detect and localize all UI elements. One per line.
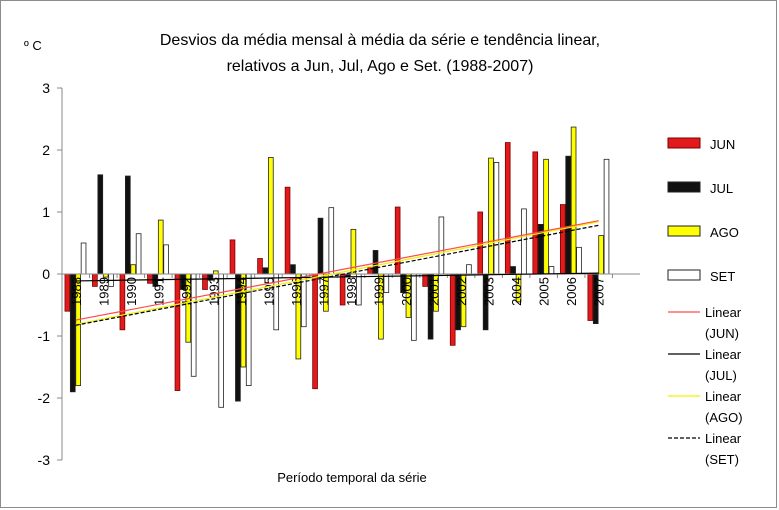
- bar: [97, 174, 104, 275]
- x-tick-label: 1991: [151, 277, 166, 306]
- y-tick-label: 0: [42, 266, 50, 282]
- x-tick-label: 2007: [592, 277, 607, 306]
- bar: [532, 151, 539, 275]
- bar: [229, 239, 236, 275]
- bar: [510, 266, 516, 275]
- x-tick-label: 2004: [509, 277, 524, 306]
- bar: [125, 175, 131, 275]
- bar: [290, 264, 296, 275]
- x-tick-label: 2002: [454, 277, 469, 306]
- legend-swatch: [667, 225, 701, 237]
- chart-title: Desvios da média mensal à média da série…: [160, 32, 600, 49]
- x-tick-label: 2005: [537, 277, 552, 306]
- x-tick-label: 1993: [206, 277, 221, 306]
- trend-line: [75, 221, 599, 325]
- y-tick-label: -3: [38, 452, 51, 468]
- x-tick-label: 1997: [316, 277, 331, 306]
- bar: [543, 158, 549, 275]
- bar: [262, 267, 269, 275]
- x-tick-label: 1999: [372, 277, 387, 306]
- x-tick-label: 1995: [261, 277, 276, 306]
- bar: [135, 233, 142, 275]
- bar: [488, 157, 494, 275]
- bar: [157, 219, 164, 275]
- x-tick-label: 1990: [124, 277, 139, 306]
- bar: [559, 204, 566, 275]
- bar: [284, 186, 291, 275]
- y-unit: º C: [24, 38, 42, 53]
- bar: [493, 161, 500, 275]
- legend-label: Linear (AGO): [705, 389, 743, 425]
- legend-swatch: [667, 137, 701, 149]
- x-tick-label: 2003: [482, 277, 497, 306]
- bar: [466, 264, 472, 275]
- y-tick-label: 3: [42, 80, 50, 96]
- bar: [328, 207, 335, 275]
- x-tick-label: 1998: [344, 277, 359, 306]
- bar: [317, 217, 324, 275]
- legend-label: JUL: [710, 181, 734, 196]
- bar: [598, 235, 604, 275]
- bar: [576, 246, 582, 275]
- x-tick-label: 2006: [564, 277, 579, 306]
- bar: [521, 208, 527, 275]
- x-axis-label: Período temporal da série: [277, 470, 427, 485]
- legend-label: JUN: [710, 137, 736, 152]
- bar: [163, 244, 169, 275]
- bar: [570, 126, 577, 275]
- trend-line: [75, 272, 599, 282]
- legend-label: AGO: [710, 225, 739, 240]
- bar: [603, 158, 610, 275]
- y-tick-label: -1: [38, 328, 51, 344]
- bar: [438, 216, 445, 275]
- legend-label: Linear (SET): [705, 431, 742, 467]
- bar: [504, 142, 511, 275]
- bar: [268, 157, 274, 275]
- y-tick-label: 1: [42, 204, 50, 220]
- legend-label: Linear (JUL): [705, 347, 742, 383]
- legend-swatch: [667, 181, 701, 193]
- legend-swatch: [667, 269, 701, 281]
- x-tick-label: 2001: [427, 277, 442, 306]
- x-tick-label: 1996: [289, 277, 304, 306]
- legend-label: Linear (JUN): [705, 305, 742, 341]
- y-tick-label: 2: [42, 142, 50, 158]
- legend-label: SET: [710, 269, 736, 284]
- bar: [548, 266, 555, 275]
- trend-line: [75, 220, 599, 321]
- bar: [257, 258, 263, 275]
- x-tick-label: 2000: [399, 277, 414, 306]
- bar: [565, 155, 571, 275]
- bar: [130, 264, 137, 275]
- x-tick-label: 1989: [96, 277, 111, 306]
- x-tick-label: 1988: [69, 277, 84, 306]
- trend-line: [75, 224, 599, 326]
- y-tick-label: -2: [38, 390, 51, 406]
- chart-title: relativos a Jun, Jul, Ago e Set. (1988-2…: [227, 58, 534, 75]
- bar: [80, 242, 87, 275]
